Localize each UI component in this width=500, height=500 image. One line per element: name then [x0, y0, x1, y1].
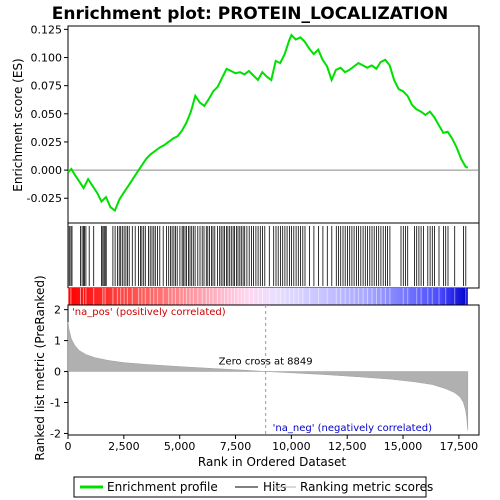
metric-x-axis: 0 2,500 5,000 7,500 10,000 12,500 15,000 17,500 [65, 435, 479, 453]
metric-x-tick-label: 0 [65, 440, 72, 453]
metric-x-tick-label: 15,000 [384, 440, 423, 453]
es-y-tick-label: 0.025 [31, 136, 63, 149]
metric-panel: Zero cross at 8849 'na_pos' (positively … [33, 275, 480, 469]
positive-correlation-label: 'na_pos' (positively correlated) [72, 307, 226, 318]
legend-label-enrichment-profile: Enrichment profile [107, 480, 218, 494]
metric-x-tick-label: 17,500 [440, 440, 479, 453]
es-y-tick-label: 0.125 [31, 23, 63, 36]
chart-title: Enrichment plot: PROTEIN_LOCALIZATION [52, 4, 449, 24]
metric-y-tick-label: 2 [54, 304, 61, 317]
ranking-metric-area [67, 321, 469, 431]
legend-label-ranking-metric: Ranking metric scores [300, 480, 433, 494]
es-y-tick-label: 0.000 [31, 164, 63, 177]
metric-y-axis: -2 -1 0 1 2 [50, 304, 68, 440]
metric-y-axis-label: Ranked list metric (PreRanked) [33, 275, 47, 460]
es-panel: -0.025 0.000 0.025 0.050 0.075 0.100 0.125 Enr… [11, 23, 480, 224]
rank-bar-stripes [67, 288, 467, 305]
hit-marks [67, 226, 467, 286]
metric-x-tick-label: 7,500 [220, 440, 252, 453]
metric-y-tick-label: -2 [50, 427, 61, 440]
rank-bar-fill [68, 288, 468, 305]
metric-y-tick-label: 0 [54, 366, 61, 379]
metric-x-tick-label: 12,500 [328, 440, 367, 453]
metric-x-axis-label: Rank in Ordered Dataset [198, 455, 346, 469]
es-y-tick-label: 0.100 [31, 52, 63, 65]
zero-cross-label: Zero cross at 8849 [219, 357, 313, 368]
es-y-axis-label: Enrichment score (ES) [11, 58, 25, 191]
metric-y-tick-label: 1 [54, 335, 61, 348]
rank-gradient-bar [67, 288, 468, 305]
es-y-tick-label: 0.075 [31, 80, 63, 93]
legend: Enrichment profile Hits Ranking metric s… [73, 476, 433, 498]
es-panel-frame [67, 25, 480, 224]
metric-y-tick-label: -1 [50, 397, 61, 410]
enrichment-profile-line [67, 33, 469, 213]
metric-x-tick-label: 10,000 [272, 440, 311, 453]
metric-x-tick-label: 5,000 [164, 440, 196, 453]
es-y-tick-label: -0.025 [27, 192, 62, 205]
hits-panel [67, 222, 480, 289]
metric-x-tick-label: 2,500 [108, 440, 140, 453]
negative-correlation-label: 'na_neg' (negatively correlated) [273, 423, 432, 434]
es-y-tick-label: 0.050 [31, 108, 63, 121]
es-y-axis: -0.025 0.000 0.025 0.050 0.075 0.100 0.125 [27, 23, 68, 205]
